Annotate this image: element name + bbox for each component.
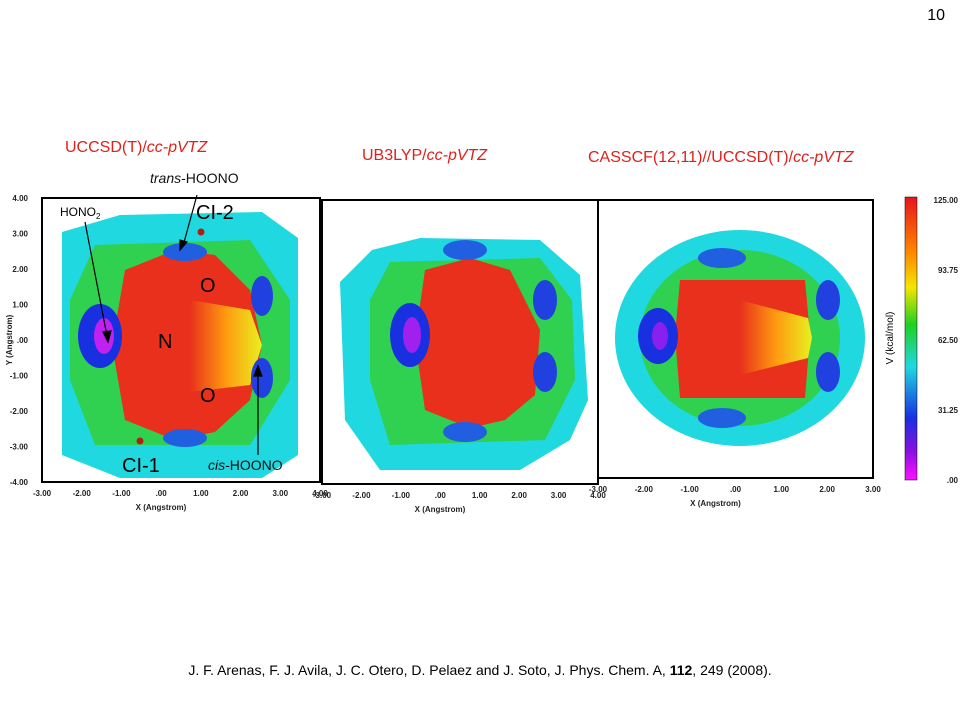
panel-title: UCCSD(T)/cc-pVTZ (65, 139, 208, 156)
y-tick-label: -4.00 (10, 478, 29, 487)
x-tick-label: -1.00 (112, 489, 131, 498)
annotation: O (200, 275, 216, 297)
x-tick-label: -2.00 (352, 491, 371, 500)
y-tick-label: 2.00 (12, 265, 28, 274)
colorbar-tick-label: 31.25 (938, 406, 959, 415)
x-axis-label: X (Angstrom) (136, 503, 187, 512)
x-tick-label: 2.00 (233, 489, 249, 498)
annotation: O (200, 385, 216, 407)
x-tick-label: -2.00 (635, 485, 654, 494)
x-axis-label: X (Angstrom) (690, 499, 741, 508)
x-tick-label: -1.00 (392, 491, 411, 500)
annotation: CI-2 (196, 202, 234, 224)
y-tick-label: -3.00 (10, 443, 29, 452)
x-tick-label: 3.00 (272, 489, 288, 498)
panel-title: CASSCF(12,11)//UCCSD(T)/cc-pVTZ (588, 149, 855, 166)
annotation: N (158, 331, 172, 353)
x-tick-label: -2.00 (73, 489, 92, 498)
x-tick-label: 4.00 (312, 489, 328, 498)
colorbar (904, 196, 918, 481)
x-tick-label: 1.00 (193, 489, 209, 498)
y-tick-label: -2.00 (10, 407, 29, 416)
contour-map (321, 199, 599, 485)
x-tick-label: 3.00 (551, 491, 567, 500)
colorbar-label: V (kcal/mol) (885, 312, 896, 365)
x-tick-label: -3.00 (589, 485, 608, 494)
annotation: trans-HOONO (150, 170, 239, 186)
x-tick-label: -3.00 (33, 489, 52, 498)
y-tick-label: 4.00 (12, 194, 28, 203)
annotation: HONO2 (60, 205, 101, 221)
x-tick-label: 1.00 (472, 491, 488, 500)
annotation: CI-1 (122, 455, 160, 477)
y-axis-label: Y (Angstrom) (5, 314, 14, 365)
page-number: 10 (927, 7, 945, 24)
x-tick-label: 3.00 (865, 485, 881, 494)
colorbar-tick-label: 93.75 (938, 266, 959, 275)
citation: J. F. Arenas, F. J. Avila, J. C. Otero, … (188, 662, 771, 678)
x-tick-label: 4.00 (590, 491, 606, 500)
contour-map (597, 199, 874, 479)
y-tick-label: 3.00 (12, 230, 28, 239)
x-tick-label: .00 (156, 489, 168, 498)
contour-map (41, 197, 321, 483)
panel-title: UB3LYP/cc-pVTZ (362, 147, 488, 164)
x-tick-label: 2.00 (511, 491, 527, 500)
y-tick-label: 1.00 (12, 301, 28, 310)
colorbar-tick-label: 62.50 (938, 336, 959, 345)
x-tick-label: 2.00 (819, 485, 835, 494)
colorbar-tick-label: 125.00 (934, 196, 959, 205)
arrows (84, 194, 263, 455)
x-axis-label: X (Angstrom) (415, 505, 466, 514)
x-tick-label: .00 (730, 485, 742, 494)
y-tick-label: .00 (17, 336, 29, 345)
annotation: cis-HOONO (208, 457, 283, 473)
x-tick-label: .00 (435, 491, 447, 500)
x-tick-label: 1.00 (774, 485, 790, 494)
y-tick-label: -1.00 (10, 372, 29, 381)
x-tick-label: -1.00 (681, 485, 700, 494)
colorbar-tick-label: .00 (947, 476, 959, 485)
x-tick-label: -3.00 (313, 491, 332, 500)
